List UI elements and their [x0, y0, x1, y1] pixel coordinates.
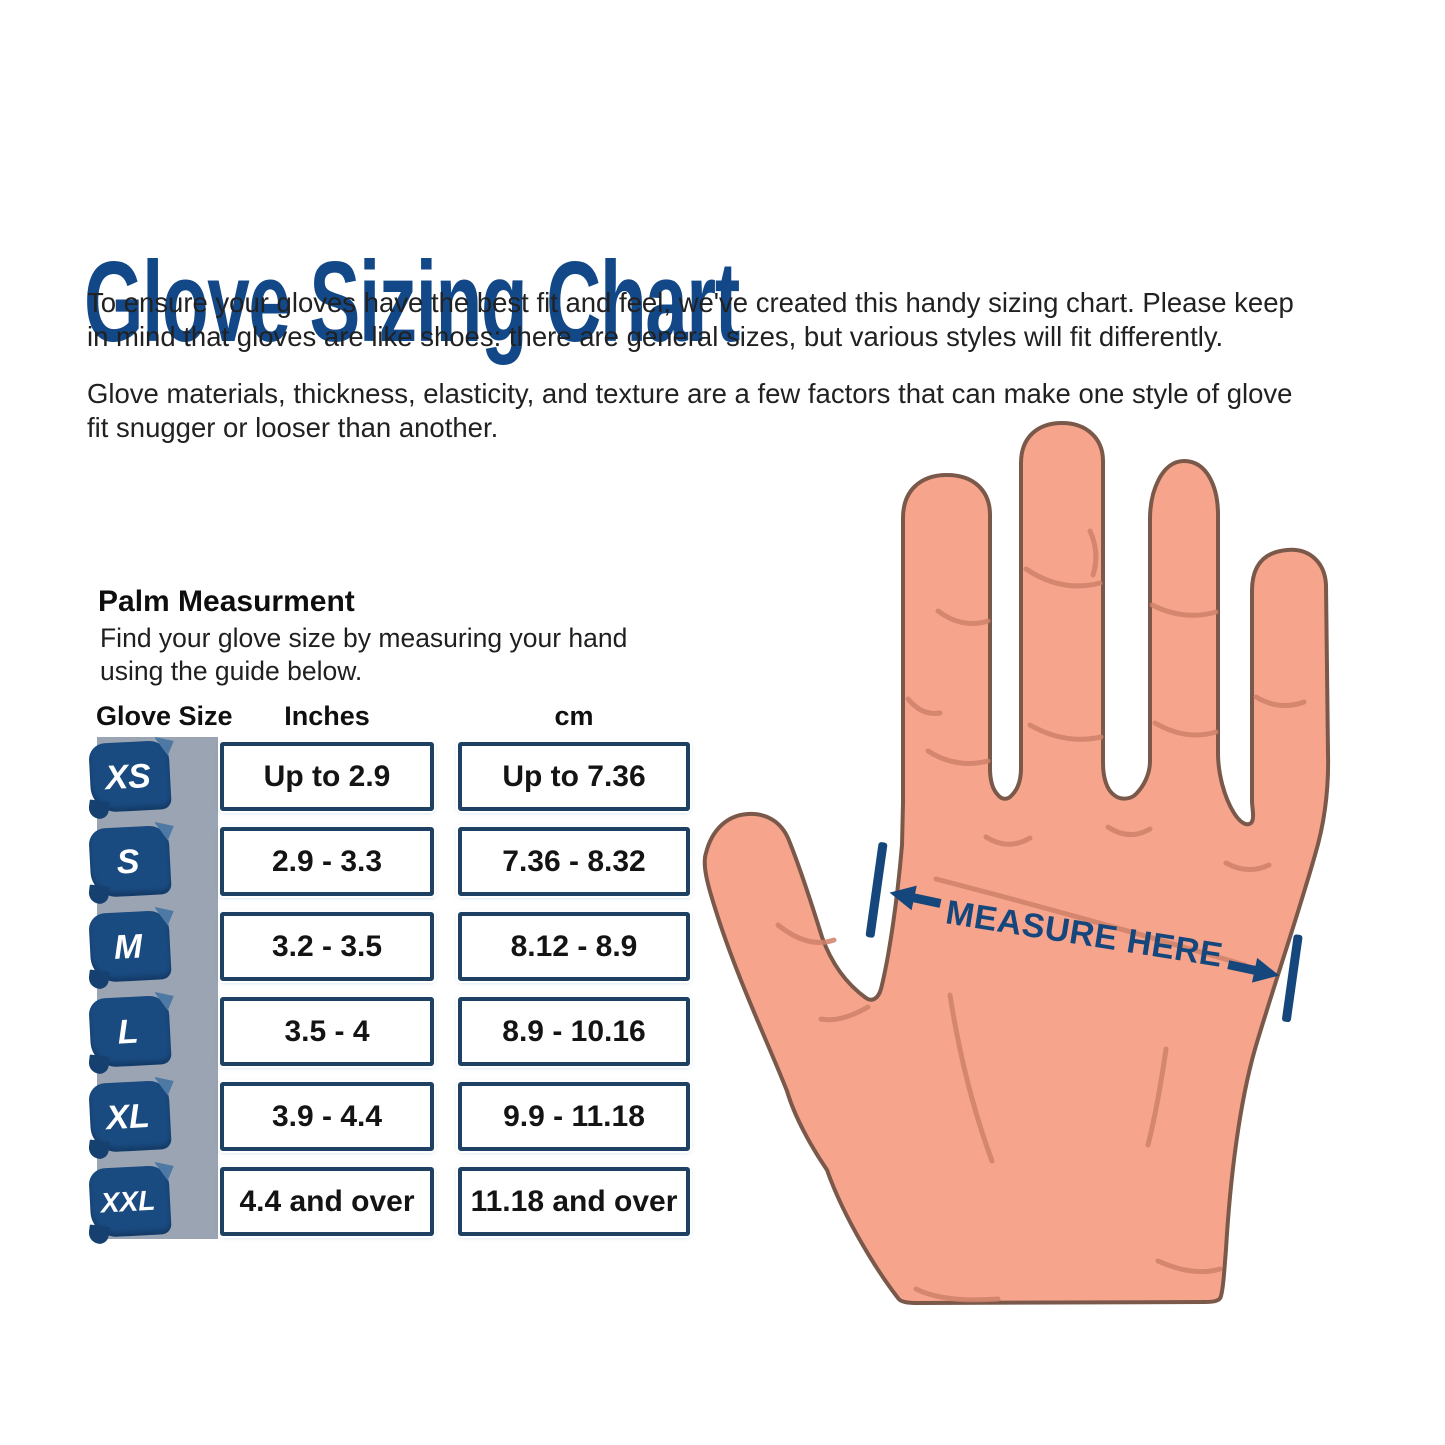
intro-paragraph-1: To ensure your gloves have the best fit …	[87, 287, 1294, 352]
size-badge-label: S	[115, 842, 141, 882]
size-badge-label: XS	[104, 756, 152, 797]
palm-creases	[775, 528, 1307, 1303]
cm-value: 11.18 and over	[470, 1184, 678, 1218]
table-row: XL 3.9 - 4.4 9.9 - 11.18	[0, 1079, 700, 1154]
size-badge-label: XL	[105, 1096, 151, 1137]
size-badge: L	[88, 994, 172, 1069]
inches-value: 2.9 - 3.3	[271, 844, 383, 878]
measure-here-label: MEASURE HERE	[943, 892, 1226, 975]
arrow-right-icon	[1227, 957, 1280, 983]
table-row: M 3.2 - 3.5 8.12 - 8.9	[0, 909, 700, 984]
cm-value-box: 8.12 - 8.9	[458, 912, 690, 981]
hand-outline	[702, 421, 1331, 1305]
cm-value-box: 7.36 - 8.32	[458, 827, 690, 896]
page-title: Glove Sizing Chart	[84, 239, 740, 367]
measure-annotation: MEASURE HERE	[862, 840, 1307, 1028]
inches-value: 4.4 and over	[239, 1184, 415, 1218]
palm-measurement-heading: Palm Measurment	[98, 585, 355, 618]
table-row: XS Up to 2.9 Up to 7.36	[0, 739, 700, 814]
column-header-inches: Inches	[284, 701, 370, 731]
cm-value-box: 9.9 - 11.18	[458, 1082, 690, 1151]
cm-value: 9.9 - 11.18	[503, 1099, 645, 1133]
intro-paragraph-2: Glove materials, thickness, elasticity, …	[87, 378, 1293, 443]
size-badge-label: L	[116, 1012, 140, 1052]
table-row: L 3.5 - 4 8.9 - 10.16	[0, 994, 700, 1069]
inches-value-box: 2.9 - 3.3	[220, 827, 434, 896]
inches-value-box: Up to 2.9	[220, 742, 434, 811]
cm-value: Up to 7.36	[502, 759, 646, 793]
size-badge: XS	[88, 739, 172, 814]
arrow-left-icon	[889, 885, 942, 911]
cm-value-box: Up to 7.36	[458, 742, 690, 811]
table-row: XXL 4.4 and over 11.18 and over	[0, 1164, 700, 1239]
hand-illustration	[702, 421, 1331, 1305]
inches-value-box: 3.5 - 4	[220, 997, 434, 1066]
cm-value-box: 11.18 and over	[458, 1167, 690, 1236]
table-row: S 2.9 - 3.3 7.36 - 8.32	[0, 824, 700, 899]
column-header-glove-size: Glove Size	[96, 701, 233, 731]
inches-value: 3.2 - 3.5	[271, 929, 383, 963]
size-column-band	[97, 737, 218, 1239]
inches-value-box: 3.9 - 4.4	[220, 1082, 434, 1151]
inches-value: 3.5 - 4	[284, 1014, 370, 1048]
inches-value-box: 3.2 - 3.5	[220, 912, 434, 981]
inches-value: Up to 2.9	[263, 759, 391, 793]
cm-value: 8.12 - 8.9	[510, 929, 638, 963]
size-badge-label: M	[112, 926, 144, 967]
size-badge: M	[88, 909, 172, 984]
column-header-cm: cm	[554, 701, 594, 731]
size-badge-label: XXL	[99, 1184, 156, 1219]
size-badge: XXL	[88, 1164, 172, 1239]
cm-value: 8.9 - 10.16	[502, 1014, 646, 1048]
size-badge: XL	[88, 1079, 172, 1154]
inches-value: 3.9 - 4.4	[271, 1099, 383, 1133]
cm-value-box: 8.9 - 10.16	[458, 997, 690, 1066]
palm-measurement-subtext: Find your glove size by measuring your h…	[100, 623, 628, 686]
cm-value: 7.36 - 8.32	[502, 844, 646, 878]
size-badge: S	[88, 824, 172, 899]
inches-value-box: 4.4 and over	[220, 1167, 434, 1236]
